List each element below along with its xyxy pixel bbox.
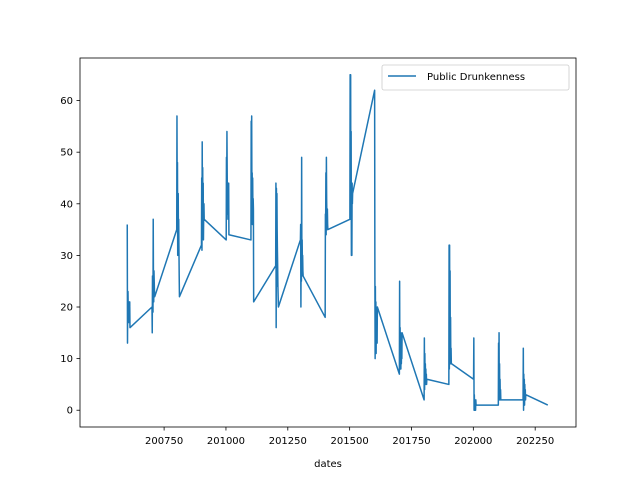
series-line-public-drunkenness	[126, 74, 549, 411]
legend: Public Drunkenness	[381, 64, 570, 91]
x-tick-label: 202250	[516, 436, 554, 447]
legend-label: Public Drunkenness	[427, 72, 525, 83]
y-tick-label: 60	[60, 96, 73, 107]
x-tick-label: 201000	[207, 436, 245, 447]
y-axis-ticks: 0 10 20 30 40 50 60	[60, 96, 80, 417]
x-tick-label: 200750	[145, 436, 183, 447]
y-tick-label: 30	[60, 251, 73, 262]
x-tick-label: 201500	[331, 436, 369, 447]
x-tick-label: 202000	[454, 436, 492, 447]
x-axis-label: dates	[314, 459, 342, 470]
plot-frame	[79, 57, 577, 428]
x-tick-label: 201250	[269, 436, 307, 447]
y-tick-label: 0	[67, 406, 73, 417]
y-tick-label: 40	[60, 199, 73, 210]
y-tick-label: 10	[60, 354, 73, 365]
series-layer	[126, 74, 549, 411]
x-axis-ticks: 200750 201000 201250 201500 201750 202000 2022…	[145, 427, 554, 447]
plot-area	[80, 58, 576, 427]
y-tick-label: 20	[60, 303, 73, 314]
legend-box	[381, 64, 570, 91]
y-tick-label: 50	[60, 148, 73, 159]
x-tick-label: 201750	[392, 436, 430, 447]
